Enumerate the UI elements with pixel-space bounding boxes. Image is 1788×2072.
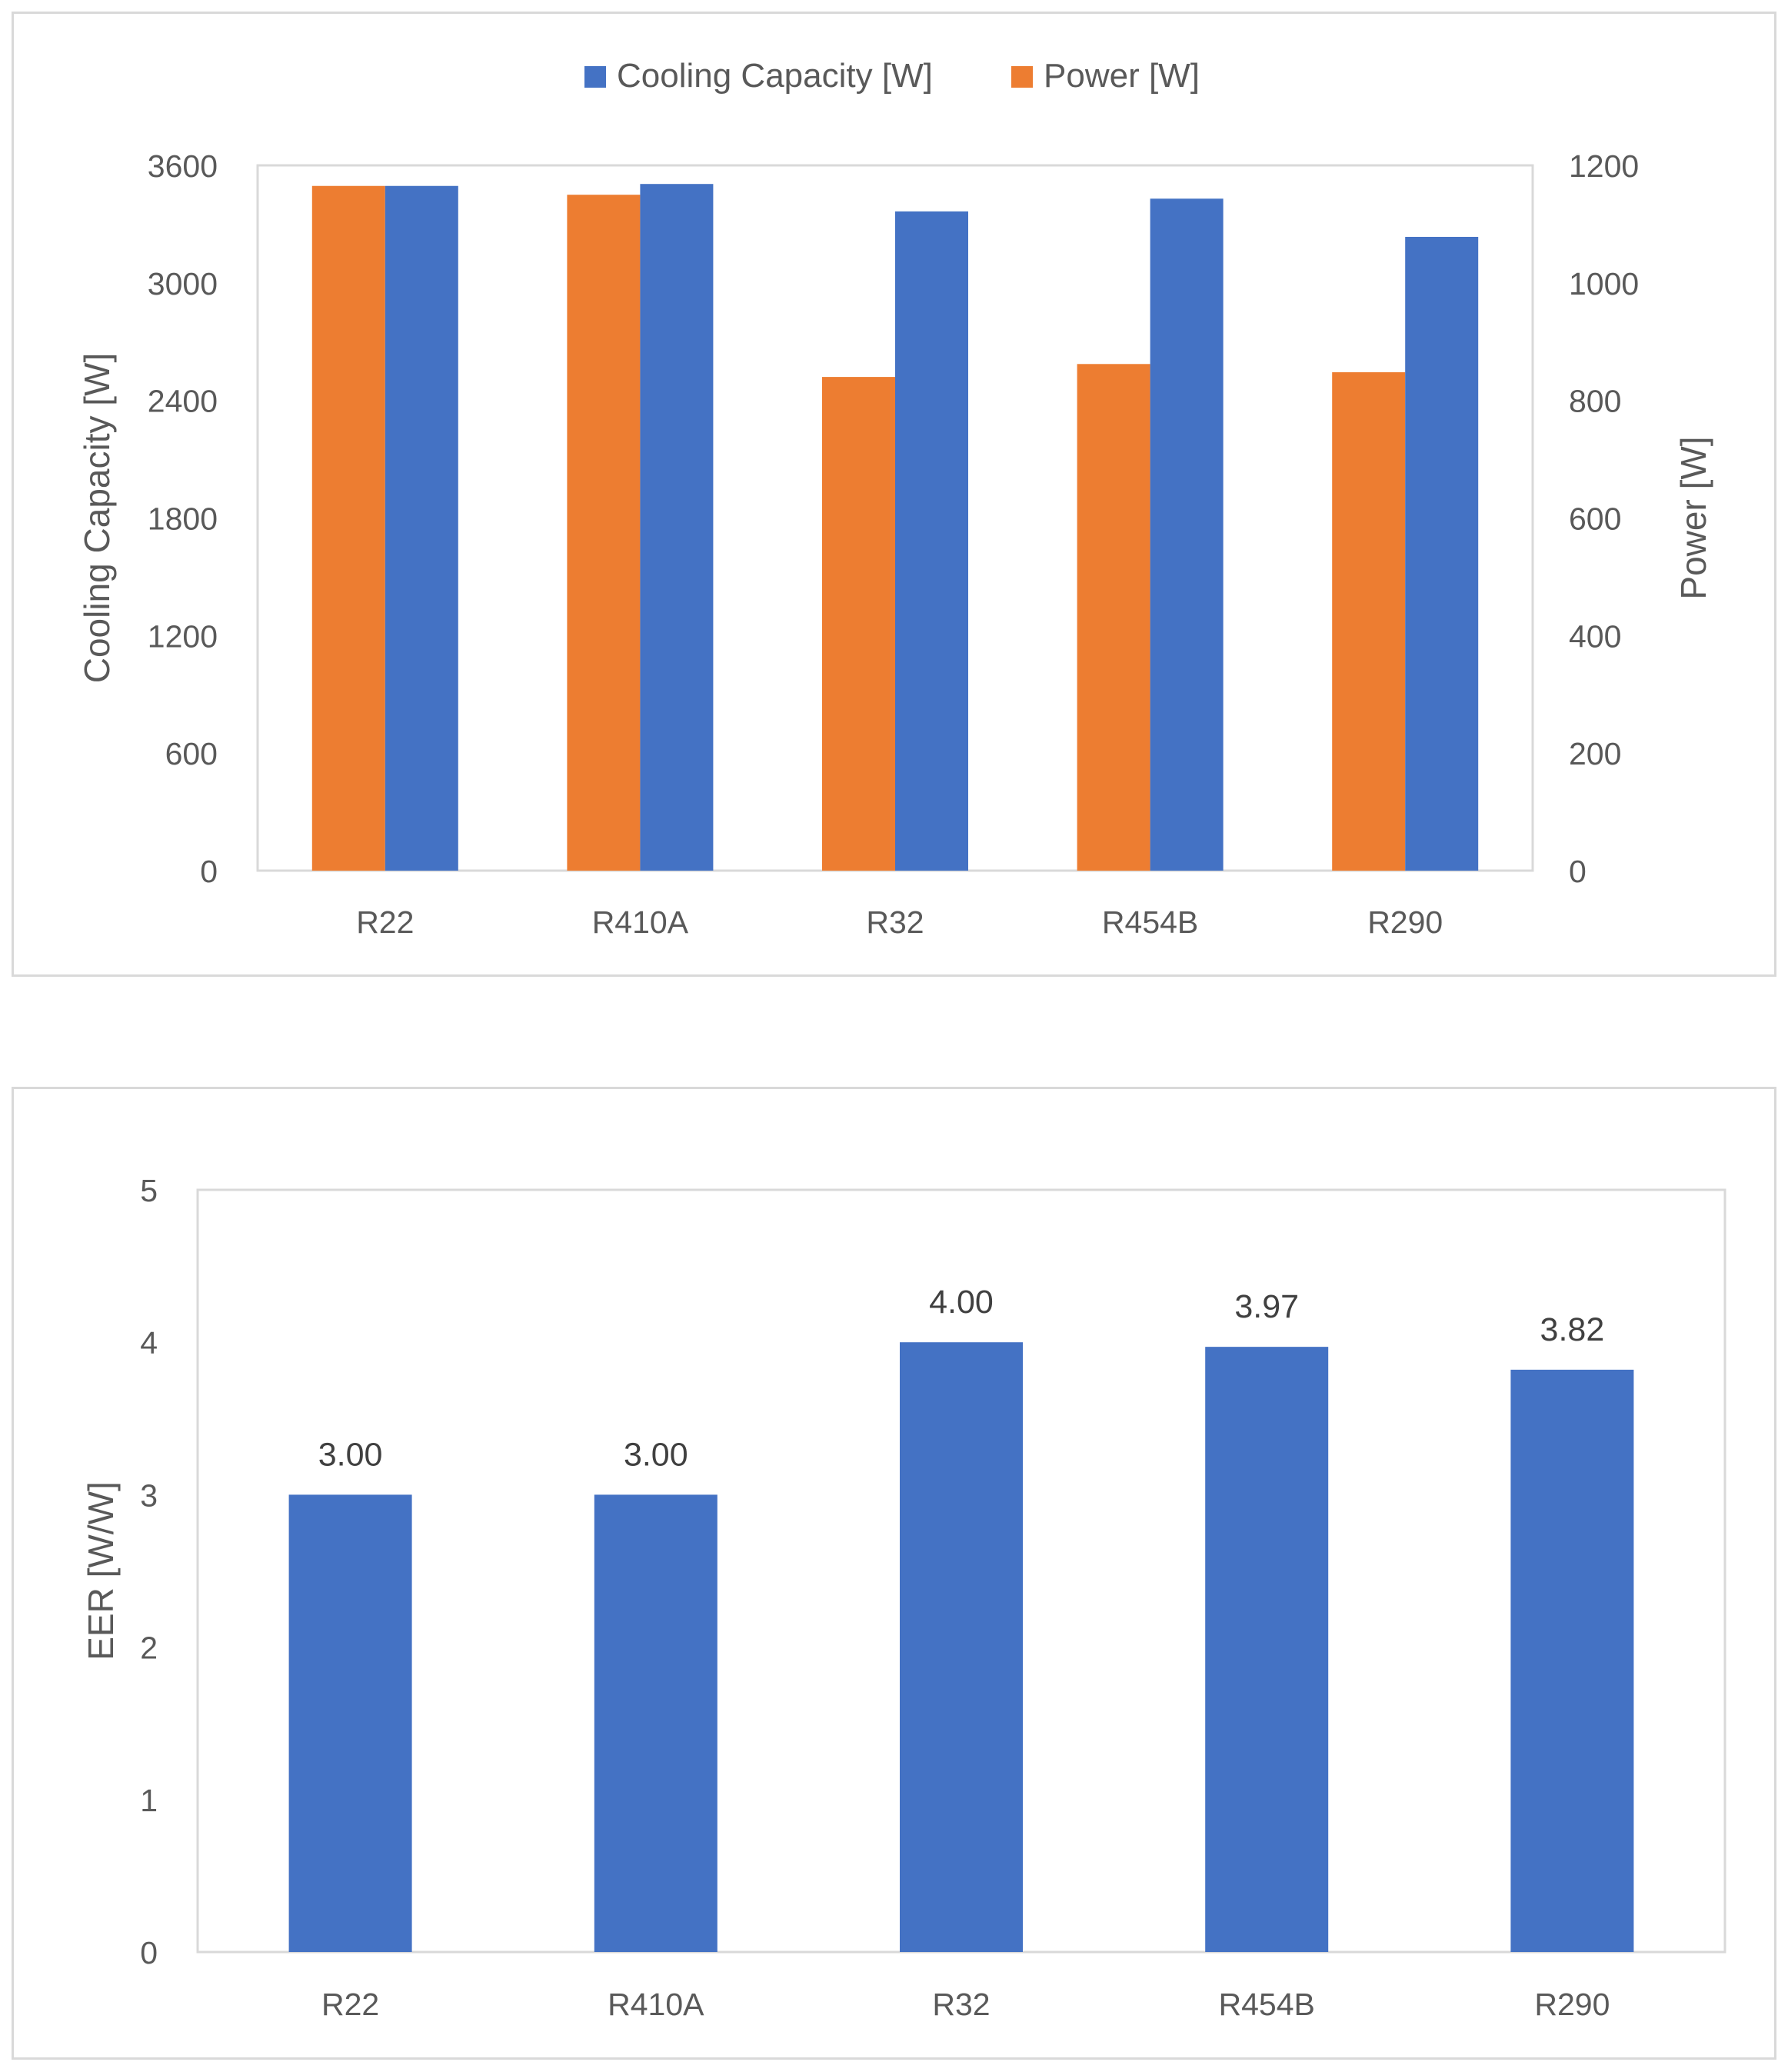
eer-data-label: 3.97 xyxy=(1234,1288,1299,1325)
y-tick-label: 2400 xyxy=(148,384,218,419)
legend-swatch-power xyxy=(1011,66,1033,88)
y2-tick-label: 200 xyxy=(1569,736,1621,771)
eer-x-tick-label: R290 xyxy=(1534,1987,1610,2022)
y2-tick-label: 0 xyxy=(1569,854,1587,889)
eer-y-tick-label: 0 xyxy=(140,1935,158,1970)
eer-y-tick-label: 3 xyxy=(140,1477,158,1513)
x-tick-label: R410A xyxy=(592,904,689,940)
eer-data-label: 3.82 xyxy=(1540,1311,1605,1348)
y-tick-label: 1800 xyxy=(148,501,218,537)
bar-cooling xyxy=(385,185,458,871)
eer-x-tick-label: R22 xyxy=(321,1987,379,2022)
bar-eer xyxy=(1205,1347,1329,1952)
bar-cooling xyxy=(640,184,714,871)
y2-tick-label: 1000 xyxy=(1569,266,1639,301)
bar-cooling xyxy=(895,211,968,871)
legend-label-cooling: Cooling Capacity [W] xyxy=(617,57,933,95)
eer-x-tick-label: R410A xyxy=(608,1987,704,2022)
bar-eer xyxy=(900,1342,1023,1952)
bar-cooling xyxy=(1405,236,1479,871)
y2-axis-title: Power [W] xyxy=(1673,436,1713,599)
bar-eer xyxy=(288,1494,412,1952)
eer-x-tick-label: R32 xyxy=(932,1987,990,2022)
bar-cooling xyxy=(1150,198,1224,871)
eer-x-tick-label: R454B xyxy=(1219,1987,1315,2022)
eer-data-label: 3.00 xyxy=(624,1436,688,1473)
bar-eer xyxy=(594,1494,718,1952)
eer-y-tick-label: 4 xyxy=(140,1325,158,1361)
bar-power xyxy=(311,185,385,871)
legend-label-power: Power [W] xyxy=(1044,57,1200,95)
eer-data-label: 3.00 xyxy=(318,1436,383,1473)
x-tick-label: R22 xyxy=(356,904,414,940)
x-tick-label: R290 xyxy=(1367,904,1443,940)
y-axis-title: Cooling Capacity [W] xyxy=(77,353,117,684)
bar-power xyxy=(1077,364,1150,871)
eer-y-tick-label: 1 xyxy=(140,1783,158,1818)
eer-y-tick-label: 2 xyxy=(140,1631,158,1666)
bar-power xyxy=(822,377,895,871)
y2-tick-label: 600 xyxy=(1569,501,1621,537)
x-tick-label: R454B xyxy=(1102,904,1198,940)
y2-tick-label: 800 xyxy=(1569,384,1621,419)
bar-power xyxy=(1332,371,1406,871)
eer-data-label: 4.00 xyxy=(929,1284,994,1321)
bar-eer xyxy=(1510,1369,1634,1952)
y-tick-label: 3600 xyxy=(148,148,218,184)
y-tick-label: 600 xyxy=(165,736,218,771)
bar-power xyxy=(567,195,641,871)
y-tick-label: 1200 xyxy=(148,618,218,654)
legend-swatch-cooling xyxy=(584,66,606,88)
y-tick-label: 3000 xyxy=(148,266,218,301)
eer-y-axis-title: EER [W/W] xyxy=(81,1481,121,1661)
x-tick-label: R32 xyxy=(866,904,924,940)
eer-y-tick-label: 5 xyxy=(140,1173,158,1208)
y2-tick-label: 400 xyxy=(1569,618,1621,654)
y2-tick-label: 1200 xyxy=(1569,148,1639,184)
y-tick-label: 0 xyxy=(200,854,218,889)
